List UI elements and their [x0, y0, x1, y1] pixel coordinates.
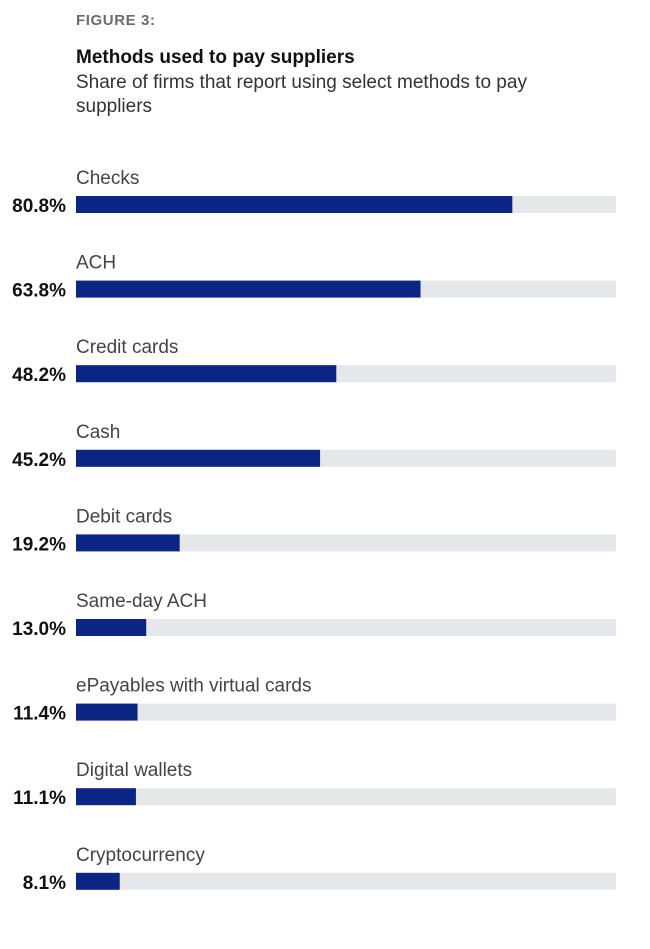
value-label: 80.8%: [12, 196, 66, 217]
category-label: Debit cards: [76, 506, 172, 527]
bar: [76, 280, 421, 298]
bar-track: [76, 534, 616, 552]
value-label: 11.1%: [13, 788, 66, 809]
bar-track: [76, 703, 616, 721]
value-label: 11.4%: [13, 704, 66, 725]
value-label: 48.2%: [12, 365, 66, 386]
bar-track: [76, 788, 616, 806]
value-label: 63.8%: [12, 281, 66, 302]
bar: [76, 534, 180, 552]
bar: [76, 619, 147, 636]
bar: [76, 703, 138, 721]
category-label: Cash: [76, 422, 120, 443]
bar-row-1: ACH 63.8%: [12, 253, 616, 302]
category-label: Checks: [76, 168, 139, 189]
category-label: ACH: [76, 253, 116, 274]
bar: [76, 196, 513, 213]
category-label: ePayables with virtual cards: [76, 676, 312, 697]
bar-track: [76, 619, 616, 636]
bar-row-8: Cryptocurrency 8.1%: [23, 845, 616, 894]
category-label: Credit cards: [76, 337, 178, 358]
bar-row-4: Debit cards 19.2%: [12, 506, 616, 555]
value-label: 8.1%: [23, 873, 66, 894]
chart-subtitle: Share of firms that report using select …: [76, 72, 527, 117]
value-label: 19.2%: [12, 534, 66, 555]
chart-title: Methods used to pay suppliers: [76, 47, 355, 68]
value-label: 13.0%: [12, 619, 66, 640]
bar: [76, 449, 321, 467]
bar: [76, 365, 337, 383]
bar-row-3: Cash 45.2%: [12, 422, 616, 471]
bar: [76, 872, 120, 890]
bar-track: [76, 872, 616, 890]
bar-row-7: Digital wallets 11.1%: [13, 760, 616, 809]
bar-row-5: Same-day ACH 13.0%: [12, 591, 616, 640]
figure-label: FIGURE 3:: [76, 12, 156, 29]
bar-row-6: ePayables with virtual cards 11.4%: [13, 676, 616, 725]
bar-row-0: Checks 80.8%: [12, 168, 616, 217]
category-label: Cryptocurrency: [76, 845, 205, 866]
bar-row-2: Credit cards 48.2%: [12, 337, 616, 386]
category-label: Digital wallets: [76, 760, 192, 781]
value-label: 45.2%: [12, 450, 66, 471]
bar: [76, 788, 136, 806]
category-label: Same-day ACH: [76, 591, 207, 612]
